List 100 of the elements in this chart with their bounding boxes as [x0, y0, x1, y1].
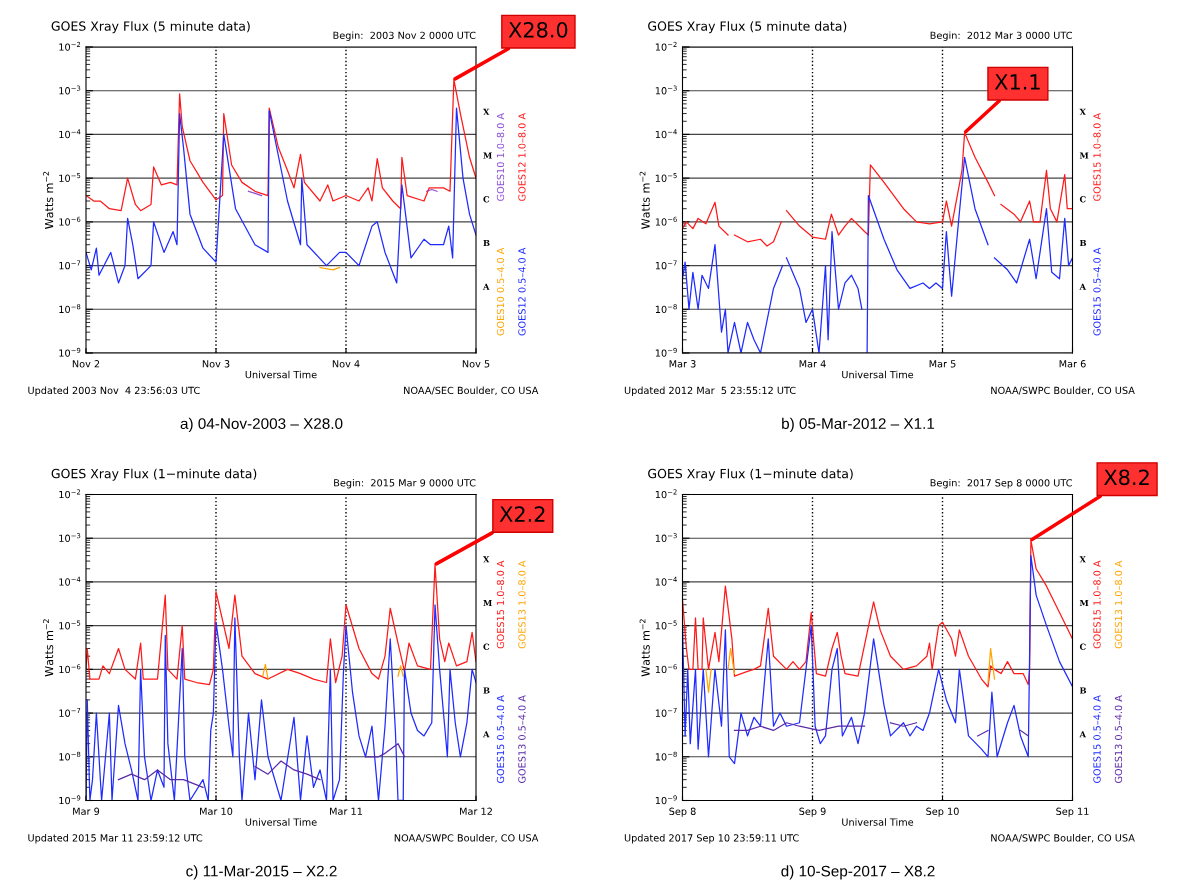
- text: X: [1079, 108, 1086, 115]
- x-tick-label: Mar 3: [669, 360, 696, 368]
- y-tick-label: 10$^{−7}$: [59, 260, 81, 270]
- text: Updated 2015 Mar 11 23:59:12 UTC: [28, 834, 203, 844]
- x-axis-title: Universal Time: [842, 370, 914, 379]
- y-tick-label: 10$^{−9}$: [59, 347, 81, 357]
- y-axis-title: Watts m$^{−2}$: [43, 171, 54, 229]
- text: d) 10-Sep-2017 – X8.2: [781, 865, 935, 880]
- chart-subtitle: Begin: 2012 Mar 3 0000 UTC: [930, 31, 1072, 41]
- text: GOES15 1.0–8.0 A: [1093, 560, 1101, 649]
- x-tick-label: Sep 11: [1056, 807, 1089, 817]
- text: NOAA/SWPC Boulder, CO USA: [991, 834, 1135, 843]
- y-tick-label: 10$^{−7}$: [655, 260, 677, 270]
- line-series: [86, 78, 476, 212]
- x-tick-label: Mar 5: [929, 360, 956, 368]
- y-tick-label: 10$^{−7}$: [59, 708, 81, 717]
- text: C: [1079, 196, 1086, 203]
- text: B: [483, 687, 490, 694]
- y-tick-label: 10$^{−8}$: [655, 751, 677, 761]
- text: NOAA/SWPC Boulder, CO USA: [991, 386, 1135, 396]
- text: B: [483, 239, 490, 247]
- text: GOES13 1.0–8.0 A: [1114, 560, 1123, 649]
- text: C: [483, 196, 490, 203]
- x-tick-label: Sep 9: [799, 807, 826, 817]
- x-tick-label: Mar 4: [799, 360, 826, 368]
- x-axis-title: Universal Time: [842, 818, 914, 826]
- y-tick-label: 10$^{−3}$: [59, 533, 81, 542]
- y-axis-title: Watts m$^{−2}$: [639, 619, 650, 677]
- x-axis-title: Universal Time: [245, 818, 317, 826]
- text: GOES10 1.0–8.0 A: [496, 113, 505, 201]
- y-tick-label: 10$^{−8}$: [655, 304, 677, 314]
- text: A: [482, 731, 490, 738]
- y-tick-label: 10$^{−9}$: [655, 347, 677, 357]
- y-tick-label: 10$^{−3}$: [655, 533, 677, 542]
- chart-title: GOES Xray Flux (1−minute data): [51, 468, 257, 481]
- text: Updated 2003 Nov 4 23:56:03 UTC: [28, 386, 200, 396]
- y-tick-label: 10$^{−6}$: [59, 664, 81, 674]
- y-tick-label: 10$^{−8}$: [59, 751, 81, 761]
- text: GOES15 0.5–4.0 A: [1093, 695, 1101, 783]
- x-tick-label: Mar 9: [73, 807, 100, 815]
- line-series: [86, 563, 476, 686]
- chart-subtitle: Begin: 2015 Mar 9 0000 UTC: [334, 478, 476, 489]
- text: GOES15 0.5–4.0 A: [1093, 247, 1101, 336]
- annotation: X8.2: [1104, 469, 1149, 486]
- chart-subtitle: Begin: 2017 Sep 8 0000 UTC: [930, 478, 1072, 489]
- text: GOES13 0.5–4.0 A: [1114, 695, 1123, 783]
- x-tick-label: Sep 10: [926, 807, 959, 817]
- x-tick-label: Nov 4: [332, 360, 360, 368]
- text: Updated 2012 Mar 5 23:55:12 UTC: [624, 386, 796, 396]
- text: M: [483, 600, 492, 607]
- text: A: [1079, 731, 1087, 738]
- y-axis-title: Watts m$^{−2}$: [639, 171, 650, 229]
- text: c) 11-Mar-2015 – X2.2: [186, 865, 337, 880]
- x-tick-label: Sep 8: [669, 807, 696, 817]
- line-series: [682, 539, 1073, 688]
- annotation: X2.2: [499, 506, 545, 522]
- text: M: [1079, 600, 1089, 607]
- x-tick-label: Nov 3: [202, 360, 230, 368]
- y-tick-label: 10$^{−2}$: [655, 489, 677, 499]
- text: B: [1079, 687, 1087, 694]
- text: A: [1079, 283, 1087, 290]
- text: GOES12 1.0–8.0 A: [518, 113, 526, 201]
- y-tick-label: 10$^{−6}$: [655, 664, 677, 674]
- y-tick-label: 10$^{−8}$: [59, 304, 81, 314]
- x-tick-label: Mar 11: [330, 807, 362, 815]
- y-tick-label: 10$^{−6}$: [59, 216, 81, 226]
- text: GOES15 0.5–4.0 A: [496, 695, 505, 783]
- text: GOES15 1.0–8.0 A: [496, 560, 505, 649]
- text: a) 04-Nov-2003 – X28.0: [180, 417, 343, 433]
- y-tick-label: 10$^{−2}$: [59, 41, 81, 51]
- y-tick-label: 10$^{−4}$: [59, 129, 81, 139]
- text: C: [483, 643, 490, 650]
- x-tick-label: Nov 2: [72, 360, 100, 368]
- y-axis-title: Watts m$^{−2}$: [43, 619, 54, 677]
- y-tick-label: 10$^{−9}$: [59, 795, 81, 805]
- chart-title: GOES Xray Flux (1−minute data): [648, 468, 853, 481]
- x-tick-label: Mar 10: [200, 807, 233, 815]
- text: C: [1079, 643, 1086, 650]
- text: NOAA/SEC Boulder, CO USA: [404, 386, 539, 396]
- y-tick-label: 10$^{−3}$: [59, 85, 81, 95]
- line-series: [86, 107, 476, 284]
- chart-title: GOES Xray Flux (5 minute data): [51, 21, 250, 34]
- text: GOES15 1.0–8.0 A: [1093, 113, 1101, 201]
- x-axis-title: Universal Time: [245, 370, 317, 379]
- text: GOES13 1.0–8.0 A: [518, 560, 526, 649]
- y-tick-label: 10$^{−5}$: [655, 620, 677, 630]
- text: b) 05-Mar-2012 – X1.1: [782, 417, 935, 433]
- text: NOAA/SWPC Boulder, CO USA: [394, 834, 539, 843]
- text: M: [1079, 152, 1089, 159]
- text: GOES10 0.5–4.0 A: [496, 247, 505, 336]
- x-tick-label: Mar 12: [460, 807, 492, 815]
- y-tick-label: 10$^{−3}$: [655, 85, 677, 95]
- annotation: X1.1: [994, 74, 1040, 90]
- y-tick-label: 10$^{−2}$: [59, 489, 81, 499]
- text: M: [483, 152, 492, 159]
- y-tick-label: 10$^{−2}$: [655, 41, 677, 51]
- text: GOES12 0.5–4.0 A: [518, 247, 526, 336]
- text: X: [483, 556, 490, 563]
- y-tick-label: 10$^{−7}$: [655, 708, 677, 717]
- y-tick-label: 10$^{−9}$: [655, 795, 677, 805]
